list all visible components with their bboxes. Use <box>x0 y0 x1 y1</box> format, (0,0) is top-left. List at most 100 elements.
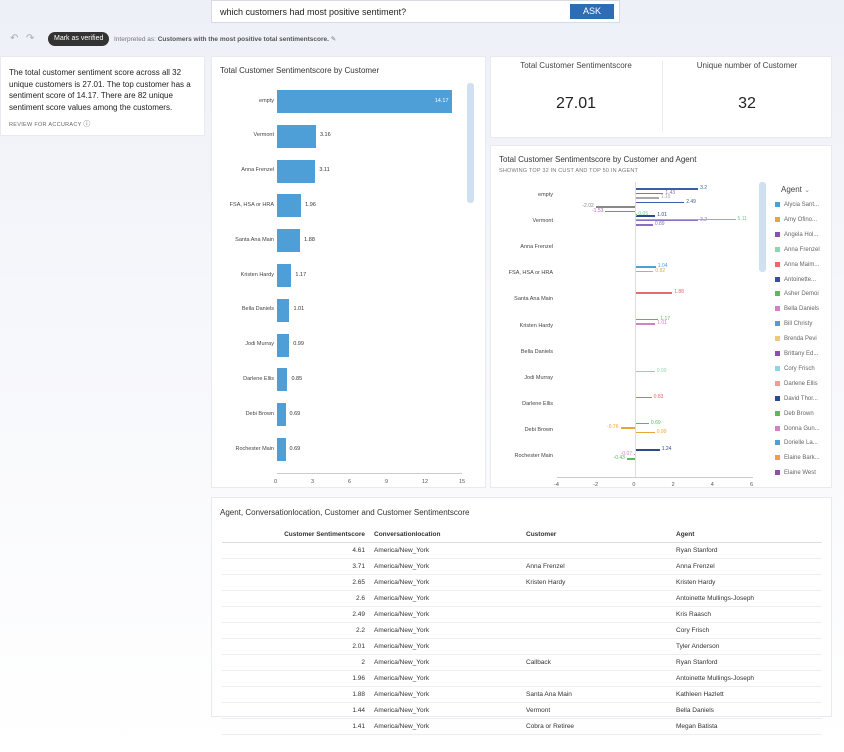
agent-bar[interactable] <box>635 431 655 434</box>
legend-label: Elaine West <box>784 470 816 477</box>
legend-item[interactable]: Brenda Pevi <box>775 336 817 342</box>
agent-bar[interactable] <box>635 396 652 399</box>
mark-verified-button[interactable]: Mark as verified <box>48 32 110 46</box>
legend-title: Agent <box>781 185 802 194</box>
ask-button[interactable]: ASK <box>570 4 614 19</box>
agent-bar[interactable] <box>626 458 636 460</box>
legend-swatch <box>775 246 780 252</box>
agent-x-tick-label: 0 <box>632 482 636 489</box>
legend-item[interactable]: Anna Frenzel <box>775 246 820 253</box>
search-bar[interactable]: which customers had most positive sentim… <box>211 0 620 23</box>
col-header-location[interactable]: Conversationlocation <box>373 526 525 543</box>
summary-card: The total customer sentiment score acros… <box>0 56 205 136</box>
agent-bar[interactable] <box>635 215 656 217</box>
cell-sentimentscore: 1.88 <box>222 686 373 703</box>
legend-item[interactable]: Asher Demoi <box>775 291 819 297</box>
agent-chart-scrollbar[interactable] <box>759 182 766 272</box>
legend-item[interactable]: Darlene Ellis <box>775 380 818 387</box>
bar[interactable] <box>277 333 290 357</box>
agent-bar[interactable] <box>635 422 649 425</box>
agent-bar[interactable] <box>635 192 664 194</box>
bar[interactable] <box>277 368 288 392</box>
table-row: 2.49 America/New_York Kris Raasch <box>222 606 822 623</box>
legend-item[interactable]: Brittany Ed... <box>775 351 818 357</box>
col-header-agent[interactable]: Agent <box>675 526 822 543</box>
review-link[interactable]: REVIEW FOR ACCURACY ⓘ <box>9 119 91 129</box>
legend-item[interactable]: Anna Maim... <box>775 261 819 268</box>
agent-bar[interactable] <box>635 197 659 199</box>
legend-item[interactable]: Elaine Bark... <box>775 455 820 461</box>
cell-customer <box>525 606 675 623</box>
legend-item[interactable]: Alycia Sant... <box>775 202 819 208</box>
bar[interactable] <box>277 194 302 218</box>
agent-bar[interactable] <box>635 218 736 221</box>
bar-plot-area: empty 14.17 Vermont 3.16 Anna Frenzel 3.11 FSA… <box>212 57 487 489</box>
agent-bar[interactable] <box>635 318 659 320</box>
agent-bar[interactable] <box>635 266 656 268</box>
legend-item[interactable]: Dorielle La... <box>775 440 818 446</box>
legend-label: Deb Brown <box>784 410 814 417</box>
legend-item[interactable]: David Thor... <box>775 395 818 402</box>
legend-item[interactable]: Donna Gun... <box>775 425 820 432</box>
agent-bar[interactable] <box>605 210 636 212</box>
legend-swatch <box>775 425 780 431</box>
chart-scrollbar[interactable] <box>467 83 474 203</box>
undo-icon[interactable]: ↶ <box>10 33 19 44</box>
bar[interactable] <box>277 403 286 427</box>
legend-label: Elaine Bark... <box>784 455 820 462</box>
agent-bar[interactable] <box>635 224 653 226</box>
legend-item[interactable]: Antoinette... <box>775 276 816 283</box>
legend-item[interactable]: Cory Frisch <box>775 365 815 372</box>
edit-icon[interactable]: ✎ <box>330 36 337 43</box>
agent-x-axis-line <box>557 477 753 479</box>
agent-bar[interactable] <box>635 219 699 221</box>
bar[interactable] <box>277 298 290 322</box>
legend-item[interactable]: Amy Ofino... <box>775 216 817 223</box>
agent-bar[interactable] <box>635 292 673 294</box>
agent-bar[interactable] <box>635 323 656 325</box>
agent-bar[interactable] <box>620 427 636 429</box>
agent-bar[interactable] <box>635 449 660 451</box>
legend-item[interactable]: Angela Hol... <box>775 231 818 238</box>
cell-agent: Kristen Hardy <box>675 574 822 591</box>
legend-item[interactable]: Bill Christy <box>775 321 812 327</box>
legend-header[interactable]: Agent ⌄ <box>781 185 810 194</box>
bar[interactable] <box>277 90 452 113</box>
info-icon: ⓘ <box>83 121 91 128</box>
agent-bar[interactable] <box>635 214 638 216</box>
details-table: Customer Sentimentscore Conversationloca… <box>222 526 822 735</box>
redo-icon[interactable]: ↷ <box>26 33 35 44</box>
cell-agent: Tyler Anderson <box>675 638 822 655</box>
legend-item[interactable]: Elaine West <box>775 470 816 476</box>
agent-x-tick-label: 4 <box>710 482 714 489</box>
bar[interactable] <box>277 229 301 253</box>
agent-bar[interactable] <box>595 206 636 208</box>
kpi-card: Total Customer Sentimentscore 27.01 Uniq… <box>490 56 832 138</box>
cell-agent: Ryan Stanford <box>675 654 822 671</box>
agent-bar[interactable] <box>635 270 654 273</box>
cell-agent: Bella Daniels <box>675 702 822 719</box>
col-header-sentimentscore[interactable]: Customer Sentimentscore <box>222 526 373 543</box>
cell-sentimentscore: 4.61 <box>222 542 373 559</box>
agent-value-label: 1.24 <box>661 446 672 452</box>
legend-label: Brenda Pevi <box>784 336 817 343</box>
bar[interactable] <box>277 124 316 148</box>
x-axis-line <box>277 472 462 474</box>
legend-swatch <box>775 440 780 446</box>
bar[interactable] <box>277 438 286 461</box>
agent-value-label: 0.99 <box>656 428 667 435</box>
agent-bar[interactable] <box>635 188 699 190</box>
agent-value-label: 5.11 <box>737 215 747 222</box>
legend-item[interactable]: Bella Daniels <box>775 306 819 312</box>
legend-swatch <box>775 351 780 356</box>
col-header-customer[interactable]: Customer <box>525 526 675 543</box>
agent-bar[interactable] <box>635 201 685 203</box>
legend-item[interactable]: Deb Brown <box>775 410 814 417</box>
cell-agent: Ryan Stanford <box>675 542 822 559</box>
legend-swatch <box>775 231 780 237</box>
search-input[interactable]: which customers had most positive sentim… <box>220 7 407 17</box>
agent-bar[interactable] <box>635 370 655 373</box>
bar[interactable] <box>277 264 292 287</box>
bar[interactable] <box>277 159 316 183</box>
agent-bar[interactable] <box>634 453 637 455</box>
